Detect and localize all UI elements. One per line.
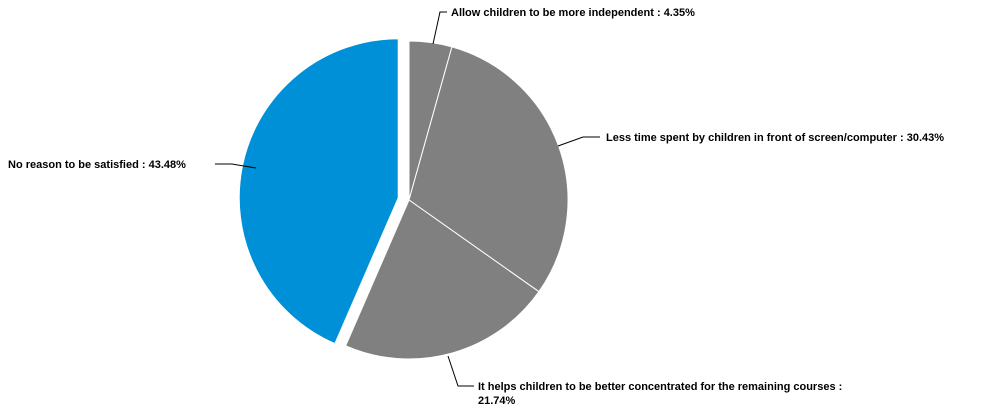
- leader-lines: [215, 11, 600, 387]
- leader-line-independent: [432, 11, 447, 45]
- slice-label-independent: Allow children to be more independent : …: [451, 7, 695, 19]
- pie-slices: [238, 38, 569, 360]
- slice-label-no-reason: No reason to be satisfied : 43.48%: [8, 159, 186, 171]
- slice-concentrated: [345, 199, 540, 360]
- slice-label-concentrated: It helps children to be better concentra…: [478, 381, 842, 393]
- leader-line-no-reason: [215, 163, 257, 169]
- slice-value-concentrated: 21.74%: [478, 395, 516, 407]
- slice-screen: [408, 46, 569, 293]
- slice-labels: Allow children to be more independent : …: [8, 7, 944, 407]
- leader-line-concentrated: [447, 355, 474, 387]
- leader-line-screen: [557, 136, 600, 147]
- slice-label-screen: Less time spent by children in front of …: [606, 132, 944, 144]
